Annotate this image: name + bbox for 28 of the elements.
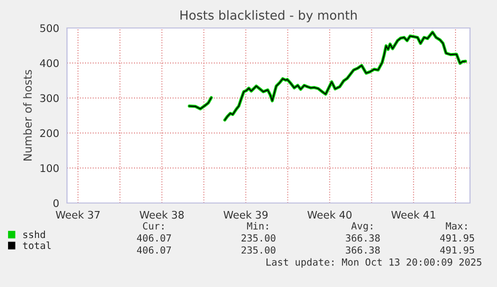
text: Last update: Mon Oct 13 20:00:09 2025 <box>266 258 482 268</box>
x-tick-label: Week 37 <box>56 210 100 219</box>
y-tick-label: 400 <box>40 59 59 68</box>
text: Avg: <box>351 222 372 232</box>
text: Cur: <box>143 222 164 230</box>
x-tick-label: Week 41 <box>391 210 436 219</box>
text: 491.95 <box>440 246 474 254</box>
text: 235.00 <box>242 246 276 254</box>
chart-title: Hosts blacklisted - by month <box>180 10 357 22</box>
x-tick-label: Week 40 <box>307 210 352 219</box>
text: 406.07 <box>136 234 171 242</box>
text: 366.38 <box>346 246 380 254</box>
text: 235.00 <box>242 234 276 242</box>
text: 366.38 <box>346 234 380 242</box>
text: Min: <box>247 222 268 230</box>
x-tick-label: Week 39 <box>224 210 268 219</box>
legend-label: sshd <box>23 230 45 238</box>
x-tick-label: Week 38 <box>140 210 184 219</box>
y-tick-label: 0 <box>53 199 59 208</box>
text: 406.07 <box>136 246 171 254</box>
y-tick-label: 100 <box>40 164 59 172</box>
y-tick-label: 200 <box>40 129 59 138</box>
y-axis-title: Number of hosts <box>23 70 32 160</box>
y-tick-label: 300 <box>40 94 59 102</box>
text: Max: <box>446 222 467 230</box>
y-tick-label: 500 <box>40 24 59 32</box>
text: 491.95 <box>440 234 474 242</box>
legend-label: total <box>22 242 51 250</box>
